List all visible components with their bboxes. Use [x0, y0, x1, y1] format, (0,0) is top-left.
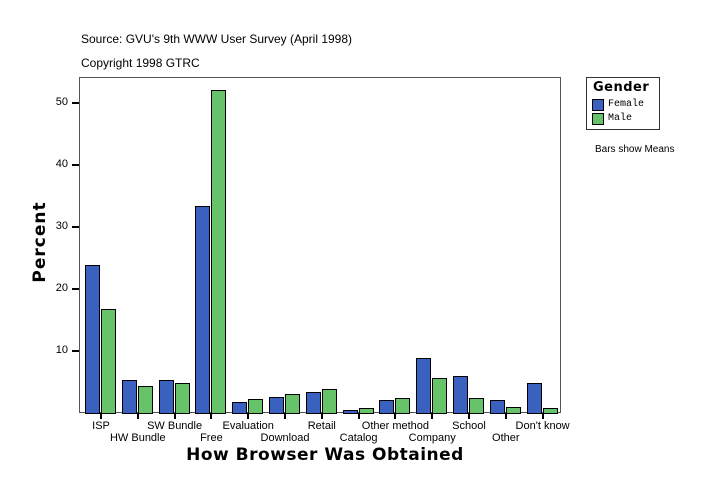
bar-male	[321, 388, 337, 414]
x-tick	[320, 413, 323, 419]
x-tick	[431, 413, 434, 419]
x-tick-label: Don't know	[515, 420, 570, 432]
x-tick	[357, 413, 360, 419]
y-tick-label: 10	[55, 344, 68, 356]
plot-area	[79, 77, 561, 413]
y-tick	[72, 350, 79, 352]
x-tick-label: Other	[492, 432, 520, 444]
x-tick-label: SW Bundle	[147, 420, 203, 432]
x-tick-label: ISP	[92, 420, 110, 432]
bar-female	[232, 401, 248, 414]
x-tick-label: Other method	[361, 420, 430, 432]
legend-label-female: Female	[608, 99, 645, 110]
bar-female	[489, 399, 505, 414]
x-tick	[468, 413, 470, 419]
copyright-caption: Copyright 1998 GTRC	[81, 56, 200, 70]
bar-male	[101, 308, 116, 414]
x-tick-label: Free	[200, 432, 223, 444]
bar-male	[137, 385, 153, 414]
bar-female	[342, 409, 358, 414]
legend-label-male: Male	[608, 113, 633, 124]
y-tick-label: 50	[55, 96, 68, 108]
x-tick	[394, 413, 397, 419]
x-tick-label: School	[452, 420, 486, 432]
x-tick-label: Download	[260, 432, 310, 444]
y-tick-label: 40	[55, 158, 68, 170]
bar-male	[432, 378, 448, 414]
legend-swatch-male	[592, 113, 604, 125]
bar-male	[542, 408, 558, 414]
bar-female	[416, 357, 432, 414]
y-axis-title: Percent	[30, 201, 50, 283]
bar-female	[85, 264, 100, 414]
bar-female	[526, 383, 542, 414]
y-tick	[72, 164, 79, 166]
x-tick-label: HW Bundle	[109, 432, 166, 444]
y-tick	[72, 288, 79, 290]
x-tick-label: Catalog	[339, 432, 378, 444]
bar-male	[505, 406, 521, 414]
bar-male	[174, 383, 190, 414]
bar-male	[395, 398, 411, 414]
bar-female	[269, 396, 284, 414]
source-caption: Source: GVU's 9th WWW User Survey (April…	[81, 32, 353, 46]
x-tick-label: Evaluation	[222, 420, 274, 432]
x-tick	[210, 413, 213, 419]
bar-male	[285, 393, 300, 414]
x-tick	[100, 413, 102, 419]
bar-female	[158, 380, 174, 414]
y-tick-label: 20	[55, 282, 68, 294]
x-tick-label: Retail	[307, 420, 336, 432]
x-tick-label: Company	[408, 432, 456, 444]
bar-female	[453, 375, 468, 414]
x-tick	[284, 413, 286, 419]
bar-male	[358, 408, 374, 414]
x-tick	[504, 413, 507, 419]
bar-male	[469, 398, 484, 414]
x-tick	[247, 413, 250, 419]
y-tick	[72, 102, 79, 104]
x-tick	[136, 413, 139, 419]
legend-swatch-female	[592, 99, 604, 111]
bar-male	[248, 398, 264, 414]
y-tick	[72, 226, 79, 228]
x-tick	[541, 413, 544, 419]
bar-female	[195, 205, 211, 414]
bar-male	[211, 89, 227, 414]
bar-female	[121, 380, 137, 414]
y-tick-label: 30	[55, 220, 68, 232]
x-tick	[173, 413, 176, 419]
bar-female	[305, 391, 321, 414]
bars-note: Bars show Means	[595, 144, 675, 155]
legend: Gender Female Male	[586, 77, 660, 130]
x-axis-title: How Browser Was Obtained	[186, 445, 464, 465]
legend-title: Gender	[593, 80, 650, 95]
bar-female	[379, 399, 395, 414]
